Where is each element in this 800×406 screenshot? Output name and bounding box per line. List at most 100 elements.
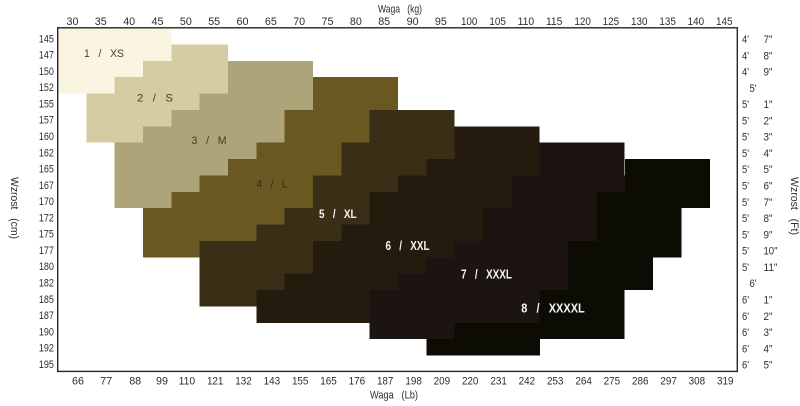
svg-text:95: 95 [435, 16, 447, 28]
svg-text:65: 65 [265, 16, 277, 28]
svg-text:5': 5' [742, 262, 749, 274]
svg-text:297: 297 [660, 376, 677, 388]
svg-text:121: 121 [207, 376, 224, 388]
svg-text:175: 175 [39, 229, 54, 241]
svg-text:3": 3" [764, 327, 773, 339]
svg-text:99: 99 [156, 376, 168, 388]
svg-text:198: 198 [405, 376, 422, 388]
svg-text:209: 209 [434, 376, 451, 388]
svg-text:5': 5' [742, 213, 749, 225]
svg-text:6': 6' [742, 327, 749, 339]
svg-text:162: 162 [39, 147, 54, 159]
svg-text:7": 7" [764, 197, 773, 209]
svg-text:319: 319 [717, 376, 734, 388]
svg-text:Waga (kg): Waga (kg) [378, 4, 422, 16]
svg-text:5': 5' [742, 99, 749, 111]
svg-text:5': 5' [742, 115, 749, 127]
svg-text:132: 132 [235, 376, 252, 388]
svg-text:55: 55 [208, 16, 220, 28]
svg-text:5': 5' [750, 83, 757, 95]
svg-text:6 / XXL: 6 / XXL [386, 239, 430, 253]
svg-text:10": 10" [764, 246, 778, 258]
svg-text:155: 155 [292, 376, 309, 388]
svg-text:77: 77 [100, 376, 112, 388]
svg-text:145: 145 [39, 33, 54, 45]
svg-text:9": 9" [764, 67, 773, 79]
svg-text:6': 6' [742, 343, 749, 355]
svg-text:190: 190 [39, 326, 54, 338]
svg-text:165: 165 [39, 164, 54, 176]
svg-text:4": 4" [764, 148, 773, 160]
svg-text:2 / S: 2 / S [137, 93, 173, 105]
svg-text:5': 5' [742, 246, 749, 258]
svg-text:110: 110 [179, 376, 196, 388]
svg-text:152: 152 [39, 82, 54, 94]
svg-text:3 / M: 3 / M [192, 135, 227, 147]
svg-text:8": 8" [764, 50, 773, 62]
svg-text:90: 90 [407, 16, 419, 28]
svg-text:192: 192 [39, 343, 54, 355]
svg-text:150: 150 [39, 66, 54, 78]
svg-text:5": 5" [764, 164, 773, 176]
svg-text:195: 195 [39, 359, 54, 371]
svg-text:157: 157 [39, 115, 54, 127]
svg-text:187: 187 [377, 376, 394, 388]
svg-text:115: 115 [546, 16, 563, 28]
svg-text:5': 5' [742, 181, 749, 193]
svg-text:88: 88 [129, 376, 141, 388]
svg-text:1": 1" [764, 295, 773, 307]
svg-text:155: 155 [39, 98, 54, 110]
svg-text:50: 50 [180, 16, 192, 28]
svg-text:172: 172 [39, 212, 54, 224]
svg-text:5': 5' [742, 197, 749, 209]
svg-text:5': 5' [742, 229, 749, 241]
svg-text:275: 275 [604, 376, 621, 388]
svg-text:3": 3" [764, 132, 773, 144]
svg-text:4': 4' [742, 34, 749, 46]
svg-text:185: 185 [39, 294, 54, 306]
svg-text:286: 286 [632, 376, 649, 388]
svg-text:8": 8" [764, 213, 773, 225]
svg-text:1": 1" [764, 99, 773, 111]
svg-text:5': 5' [742, 132, 749, 144]
svg-text:4": 4" [764, 343, 773, 355]
svg-text:5 / XL: 5 / XL [319, 207, 357, 221]
svg-text:187: 187 [39, 310, 54, 322]
svg-text:Waga (Lb): Waga (Lb) [370, 390, 418, 402]
svg-text:4': 4' [742, 50, 749, 62]
svg-text:100: 100 [461, 16, 478, 28]
svg-text:5': 5' [742, 148, 749, 160]
svg-text:147: 147 [39, 50, 54, 62]
svg-text:7": 7" [764, 34, 773, 46]
svg-text:120: 120 [574, 16, 591, 28]
svg-text:6': 6' [742, 360, 749, 372]
svg-text:176: 176 [349, 376, 366, 388]
svg-text:220: 220 [462, 376, 479, 388]
svg-text:8 / XXXXL: 8 / XXXXL [521, 301, 585, 315]
svg-text:182: 182 [39, 278, 54, 290]
svg-text:66: 66 [72, 376, 84, 388]
svg-text:130: 130 [631, 16, 648, 28]
svg-text:180: 180 [39, 261, 54, 273]
svg-text:2": 2" [764, 115, 773, 127]
svg-text:45: 45 [152, 16, 164, 28]
svg-text:6": 6" [764, 181, 773, 193]
svg-text:140: 140 [688, 16, 705, 28]
svg-text:105: 105 [489, 16, 506, 28]
svg-text:Wzrost (Ft): Wzrost (Ft) [788, 177, 800, 235]
svg-text:110: 110 [518, 16, 535, 28]
svg-text:1 / XS: 1 / XS [84, 48, 124, 60]
svg-text:80: 80 [350, 16, 362, 28]
svg-text:231: 231 [490, 376, 507, 388]
svg-text:6': 6' [742, 311, 749, 323]
svg-text:9": 9" [764, 229, 773, 241]
svg-text:125: 125 [603, 16, 620, 28]
svg-text:35: 35 [95, 16, 107, 28]
svg-text:70: 70 [293, 16, 305, 28]
svg-text:85: 85 [378, 16, 390, 28]
svg-text:135: 135 [659, 16, 676, 28]
svg-text:40: 40 [123, 16, 135, 28]
svg-text:4 / L: 4 / L [257, 179, 288, 191]
svg-text:30: 30 [67, 16, 79, 28]
svg-text:4': 4' [742, 67, 749, 79]
